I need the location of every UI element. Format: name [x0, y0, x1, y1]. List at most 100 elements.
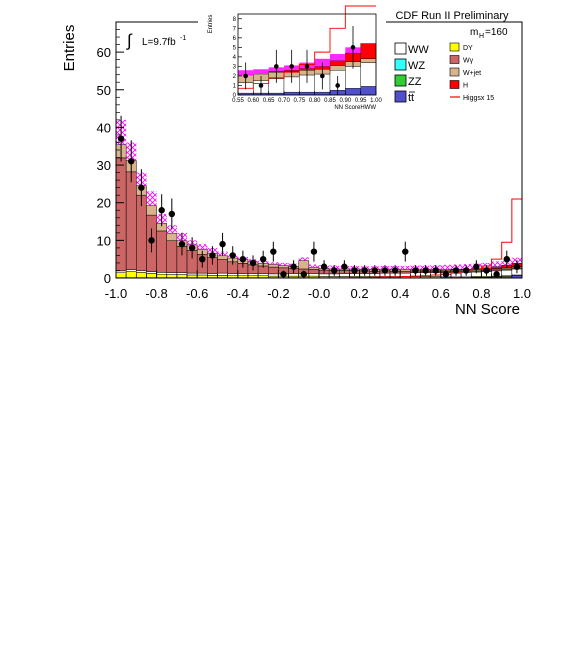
legend-label-DY: DY — [463, 45, 473, 52]
data-point-23 — [351, 267, 358, 274]
bar-WW-14 — [257, 273, 269, 276]
data-point-20 — [320, 263, 328, 270]
x-tick-label-10: 1.0 — [513, 286, 531, 301]
data-point-16 — [280, 271, 287, 278]
inset-x-tick-label-7: 0.90 — [339, 98, 351, 104]
legend-label-ZZ: ZZ — [408, 76, 422, 88]
data-point-22 — [341, 263, 348, 270]
inset-x-tick-label-0: 0.55 — [232, 98, 244, 104]
inset-y-tick-label-6: 6 — [233, 36, 237, 42]
bar-DY-9 — [207, 275, 218, 278]
inset-higgs-line — [237, 5, 376, 95]
inset-x-tick-label-2: 0.65 — [263, 98, 275, 104]
bar-DY-3 — [146, 273, 157, 278]
inset-bar-WW-8 — [360, 62, 377, 87]
data-point-13 — [249, 259, 257, 267]
data-point-0 — [117, 135, 125, 142]
x-tick-label-7: 0.4 — [391, 286, 409, 301]
chart-title: CDF Run II Preliminary — [395, 10, 509, 22]
bar-DY-2 — [136, 272, 147, 278]
integral-sign: ∫ — [126, 31, 133, 50]
data-point-37 — [493, 271, 500, 278]
bar-WW-19 — [308, 273, 320, 277]
bar-Wjet-18 — [298, 260, 310, 270]
bar-DY-5 — [166, 274, 178, 278]
inset-x-tick-label-8: 0.95 — [355, 98, 367, 104]
bar-WW-4 — [156, 272, 168, 275]
data-point-10 — [219, 240, 226, 248]
y-tick-label-4: 40 — [97, 120, 111, 135]
x-tick-label-3: -0.4 — [227, 286, 249, 301]
y-tick-label-5: 50 — [97, 83, 111, 98]
band-37 — [491, 261, 502, 267]
main-axes: -1.0 -0.8 -0.6 -0.4 -0.2 -0.0 0.2 0.4 0.6 0.8 1.00… — [97, 21, 531, 301]
inset-y-tick-label-1: 1 — [233, 83, 237, 89]
band-3 — [146, 191, 157, 206]
data-point-36 — [483, 267, 490, 274]
legend: WW WZ ZZ tt DY Wγ W+jet H Higgsx 15 — [392, 40, 514, 104]
data-point-4 — [158, 207, 165, 214]
data-point-28 — [402, 248, 409, 255]
legend-label-Wgamma: Wγ — [463, 58, 474, 65]
mass-annotation: m H =160 — [470, 27, 508, 40]
inset-y-tick-label-5: 5 — [233, 45, 237, 51]
data-point-17 — [290, 263, 297, 270]
y-tick-label-3: 30 — [97, 158, 111, 173]
y-tick-label-1: 10 — [97, 233, 111, 248]
legend-swatch-ZZ — [394, 74, 407, 87]
x-tick-label-4: -0.2 — [267, 286, 289, 301]
y-tick-label-6: 60 — [97, 45, 111, 60]
x-tick-label-8: 0.6 — [432, 286, 450, 301]
bar-WW-12 — [237, 273, 249, 276]
bar-WW-28 — [399, 272, 411, 277]
inset-bar-H-8 — [360, 43, 377, 59]
inset-x-tick-label-3: 0.70 — [278, 98, 290, 104]
inset-bar-Wjet-8 — [360, 58, 377, 63]
inset-bar-H-6 — [329, 60, 346, 66]
bar-DY-1 — [125, 271, 137, 278]
legend-swatch-WW — [394, 42, 407, 55]
data-point-9 — [209, 252, 216, 259]
bar-Wjet-28 — [399, 269, 411, 272]
y-axis-label: Entries — [61, 25, 78, 72]
legend-label-Higgs: Higgsx 15 — [463, 95, 494, 102]
band-18 — [298, 257, 309, 261]
inset-data-point-1 — [258, 83, 264, 88]
data-point-38 — [503, 255, 510, 263]
data-point-3 — [148, 237, 155, 244]
bar-WW-3 — [146, 271, 157, 274]
inset-data-point-3 — [289, 64, 294, 69]
bar-DY-7 — [186, 274, 198, 278]
bar-Wjet-10 — [217, 255, 228, 260]
bar-WW-9 — [207, 273, 218, 276]
inset-plot: 0.55 0.60 0.65 0.70 0.75 0.80 0.85 0.90 0.95 1.00… — [198, 5, 386, 117]
luminosity-text: L=9.7fb — [142, 37, 176, 48]
bar-WW-0 — [115, 270, 127, 273]
data-point-6 — [178, 240, 186, 248]
band-19 — [308, 264, 319, 268]
inset-band-6 — [330, 54, 346, 61]
mass-label: m — [470, 27, 478, 38]
bar-WW-11 — [227, 273, 239, 276]
inset-x-axis-label: NN ScoreHWW — [334, 105, 376, 111]
legend-label-Wjet: W+jet — [463, 70, 481, 77]
data-point-31 — [432, 267, 439, 274]
bar-Wjet-5 — [166, 232, 178, 241]
legend-swatch-Wjet — [449, 67, 460, 77]
bar-DY-14 — [257, 275, 269, 278]
bar-WW-6 — [176, 272, 188, 275]
bar-Wgamma-19 — [308, 269, 320, 274]
bar-Wgamma-2 — [136, 194, 147, 271]
data-point-24 — [361, 267, 368, 274]
bar-Wjet-19 — [308, 267, 320, 270]
data-point-19 — [310, 248, 318, 255]
bar-WW-10 — [217, 272, 228, 276]
legend-swatch-Wgamma — [449, 55, 460, 64]
band-8 — [197, 244, 208, 250]
legend-label-H: H — [463, 83, 468, 90]
data-point-33 — [452, 267, 460, 274]
data-point-25 — [371, 267, 379, 274]
legend-swatch-H — [449, 80, 460, 89]
inset-bar-ttbar-8 — [360, 86, 377, 96]
